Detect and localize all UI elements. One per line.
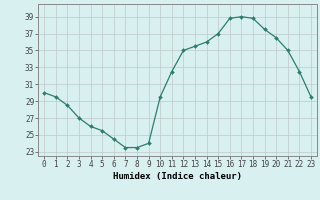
X-axis label: Humidex (Indice chaleur): Humidex (Indice chaleur): [113, 172, 242, 181]
